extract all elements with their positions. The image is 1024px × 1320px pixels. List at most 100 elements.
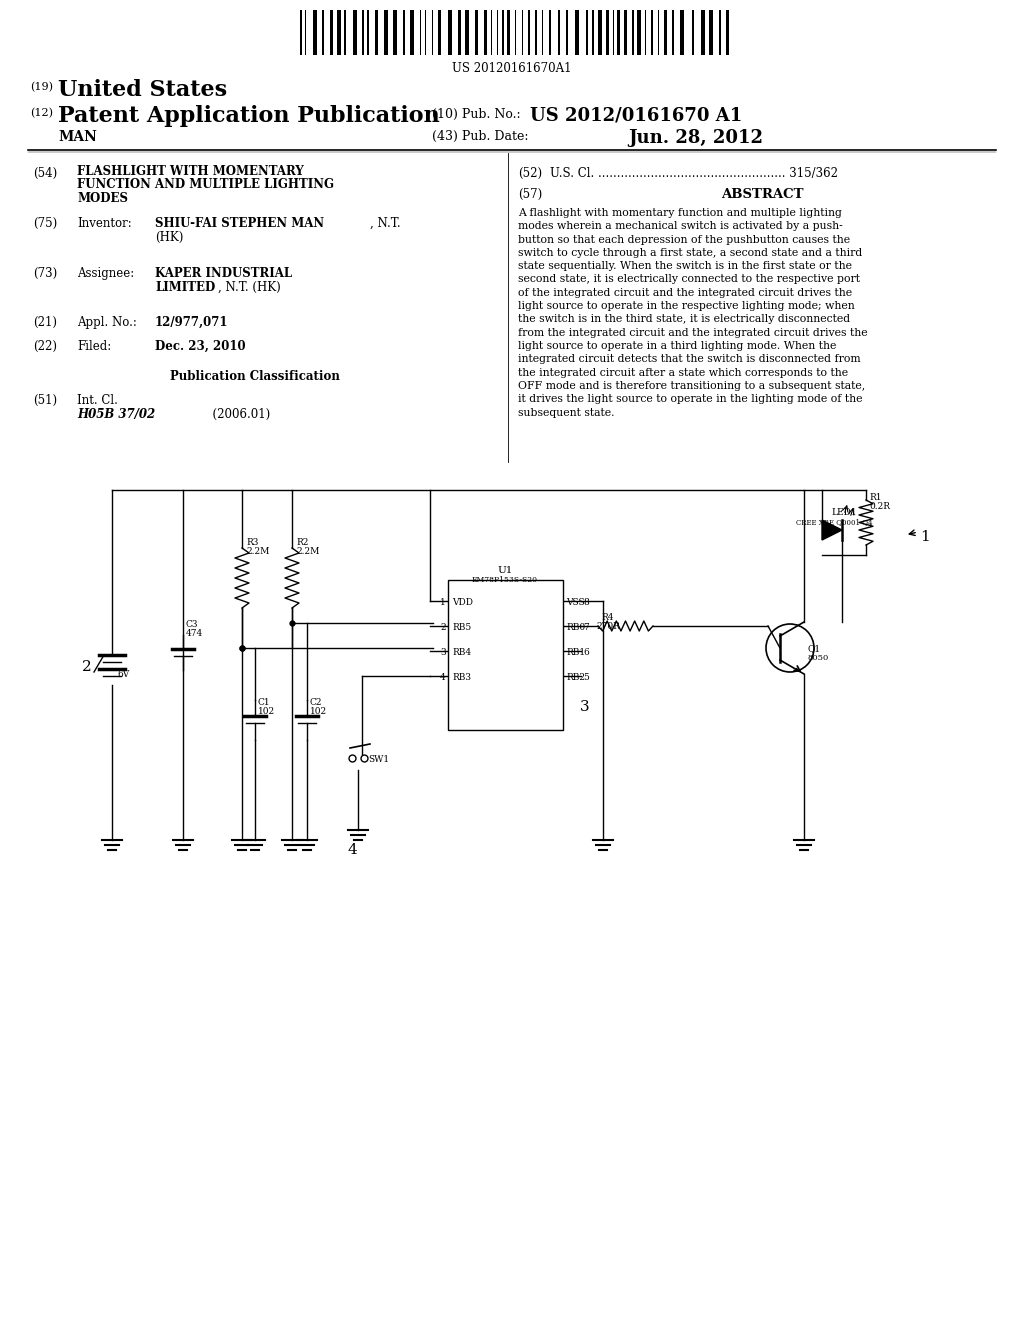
Text: FUNCTION AND MULTIPLE LIGHTING: FUNCTION AND MULTIPLE LIGHTING xyxy=(77,178,334,191)
Text: 6: 6 xyxy=(583,648,589,657)
Text: RB1: RB1 xyxy=(566,648,585,657)
Text: 2: 2 xyxy=(440,623,446,632)
Text: 8050: 8050 xyxy=(808,653,829,663)
Polygon shape xyxy=(822,520,842,540)
Text: VSS: VSS xyxy=(566,598,585,607)
Text: 8: 8 xyxy=(583,598,589,607)
Text: 2.2M: 2.2M xyxy=(296,546,319,556)
Text: 0.2R: 0.2R xyxy=(869,502,890,511)
Text: state sequentially. When the switch is in the first state or the: state sequentially. When the switch is i… xyxy=(518,261,852,271)
Text: the integrated circuit after a state which corresponds to the: the integrated circuit after a state whi… xyxy=(518,367,848,378)
Text: , N.T.: , N.T. xyxy=(370,216,400,230)
Text: (19): (19) xyxy=(30,82,53,92)
Text: LIMITED: LIMITED xyxy=(155,281,215,294)
Text: United States: United States xyxy=(58,79,227,102)
Text: 7: 7 xyxy=(583,623,589,632)
Text: R1: R1 xyxy=(869,492,882,502)
Text: C1: C1 xyxy=(258,698,270,708)
Bar xyxy=(362,11,364,55)
Text: FLASHLIGHT WITH MOMENTARY: FLASHLIGHT WITH MOMENTARY xyxy=(77,165,304,178)
Bar xyxy=(558,11,560,55)
Bar xyxy=(692,11,694,55)
Text: modes wherein a mechanical switch is activated by a push-: modes wherein a mechanical switch is act… xyxy=(518,222,843,231)
Text: Assignee:: Assignee: xyxy=(77,267,134,280)
Text: SW1: SW1 xyxy=(368,755,389,764)
Bar xyxy=(535,11,537,55)
Text: (73): (73) xyxy=(33,267,57,280)
Bar xyxy=(709,11,713,55)
Text: KAPER INDUSTRIAL: KAPER INDUSTRIAL xyxy=(155,267,292,280)
Text: 102: 102 xyxy=(258,708,275,715)
Text: (57): (57) xyxy=(518,187,543,201)
Text: Patent Application Publication: Patent Application Publication xyxy=(58,106,439,127)
Bar xyxy=(410,11,414,55)
Text: CREE XRE Q0001 Q4: CREE XRE Q0001 Q4 xyxy=(796,517,872,525)
Bar xyxy=(598,11,602,55)
Bar xyxy=(475,11,478,55)
Bar xyxy=(438,11,441,55)
Text: Dec. 23, 2010: Dec. 23, 2010 xyxy=(155,341,246,352)
Bar xyxy=(528,11,530,55)
Text: RB0: RB0 xyxy=(566,623,585,632)
Bar xyxy=(330,11,333,55)
Bar xyxy=(672,11,674,55)
Text: 6V: 6V xyxy=(117,671,129,678)
Text: Int. Cl.: Int. Cl. xyxy=(77,393,118,407)
Text: OFF mode and is therefore transitioning to a subsequent state,: OFF mode and is therefore transitioning … xyxy=(518,381,865,391)
Bar xyxy=(701,11,705,55)
Bar xyxy=(719,11,721,55)
Text: C3: C3 xyxy=(186,620,199,630)
Bar xyxy=(586,11,588,55)
Text: (12): (12) xyxy=(30,108,53,119)
Bar xyxy=(624,11,627,55)
Text: 1: 1 xyxy=(920,531,930,544)
Text: (HK): (HK) xyxy=(155,231,183,244)
Bar xyxy=(384,11,388,55)
Text: (75): (75) xyxy=(33,216,57,230)
Text: switch to cycle through a first state, a second state and a third: switch to cycle through a first state, a… xyxy=(518,248,862,257)
Text: RB2: RB2 xyxy=(566,673,585,682)
Text: R3: R3 xyxy=(246,539,258,546)
Text: Inventor:: Inventor: xyxy=(77,216,132,230)
Text: (43) Pub. Date:: (43) Pub. Date: xyxy=(432,129,528,143)
Text: 2: 2 xyxy=(82,660,92,675)
Text: Jun. 28, 2012: Jun. 28, 2012 xyxy=(628,129,763,147)
Text: H05B 37/02: H05B 37/02 xyxy=(77,408,155,421)
Text: ABSTRACT: ABSTRACT xyxy=(721,187,803,201)
Text: 1: 1 xyxy=(440,598,446,607)
Bar xyxy=(664,11,667,55)
Bar xyxy=(680,11,684,55)
Text: RB5: RB5 xyxy=(452,623,471,632)
Text: of the integrated circuit and the integrated circuit drives the: of the integrated circuit and the integr… xyxy=(518,288,852,298)
Bar xyxy=(458,11,461,55)
Text: A flashlight with momentary function and multiple lighting: A flashlight with momentary function and… xyxy=(518,209,842,218)
Text: (10) Pub. No.:: (10) Pub. No.: xyxy=(432,108,520,121)
Bar xyxy=(484,11,487,55)
Bar xyxy=(300,11,302,55)
Text: RB3: RB3 xyxy=(452,673,471,682)
Text: U.S. Cl. .................................................. 315/362: U.S. Cl. ...............................… xyxy=(550,168,838,180)
Text: 2.2M: 2.2M xyxy=(246,546,269,556)
Text: U1: U1 xyxy=(498,566,513,576)
Text: integrated circuit detects that the switch is disconnected from: integrated circuit detects that the swit… xyxy=(518,354,860,364)
Bar xyxy=(502,11,504,55)
Text: light source to operate in the respective lighting mode; when: light source to operate in the respectiv… xyxy=(518,301,855,312)
Bar xyxy=(592,11,594,55)
Text: Publication Classification: Publication Classification xyxy=(170,370,340,383)
Bar xyxy=(465,11,469,55)
Text: 4: 4 xyxy=(440,673,446,682)
Text: second state, it is electrically connected to the respective port: second state, it is electrically connect… xyxy=(518,275,860,285)
Bar xyxy=(322,11,324,55)
Text: (52): (52) xyxy=(518,168,542,180)
Bar xyxy=(651,11,653,55)
Bar xyxy=(617,11,620,55)
Bar xyxy=(566,11,568,55)
Text: 102: 102 xyxy=(310,708,327,715)
Bar xyxy=(449,11,452,55)
Text: SHIU-FAI STEPHEN MAN: SHIU-FAI STEPHEN MAN xyxy=(155,216,325,230)
Bar xyxy=(337,11,341,55)
Bar xyxy=(606,11,609,55)
Text: (51): (51) xyxy=(33,393,57,407)
Bar xyxy=(375,11,378,55)
Bar xyxy=(575,11,579,55)
